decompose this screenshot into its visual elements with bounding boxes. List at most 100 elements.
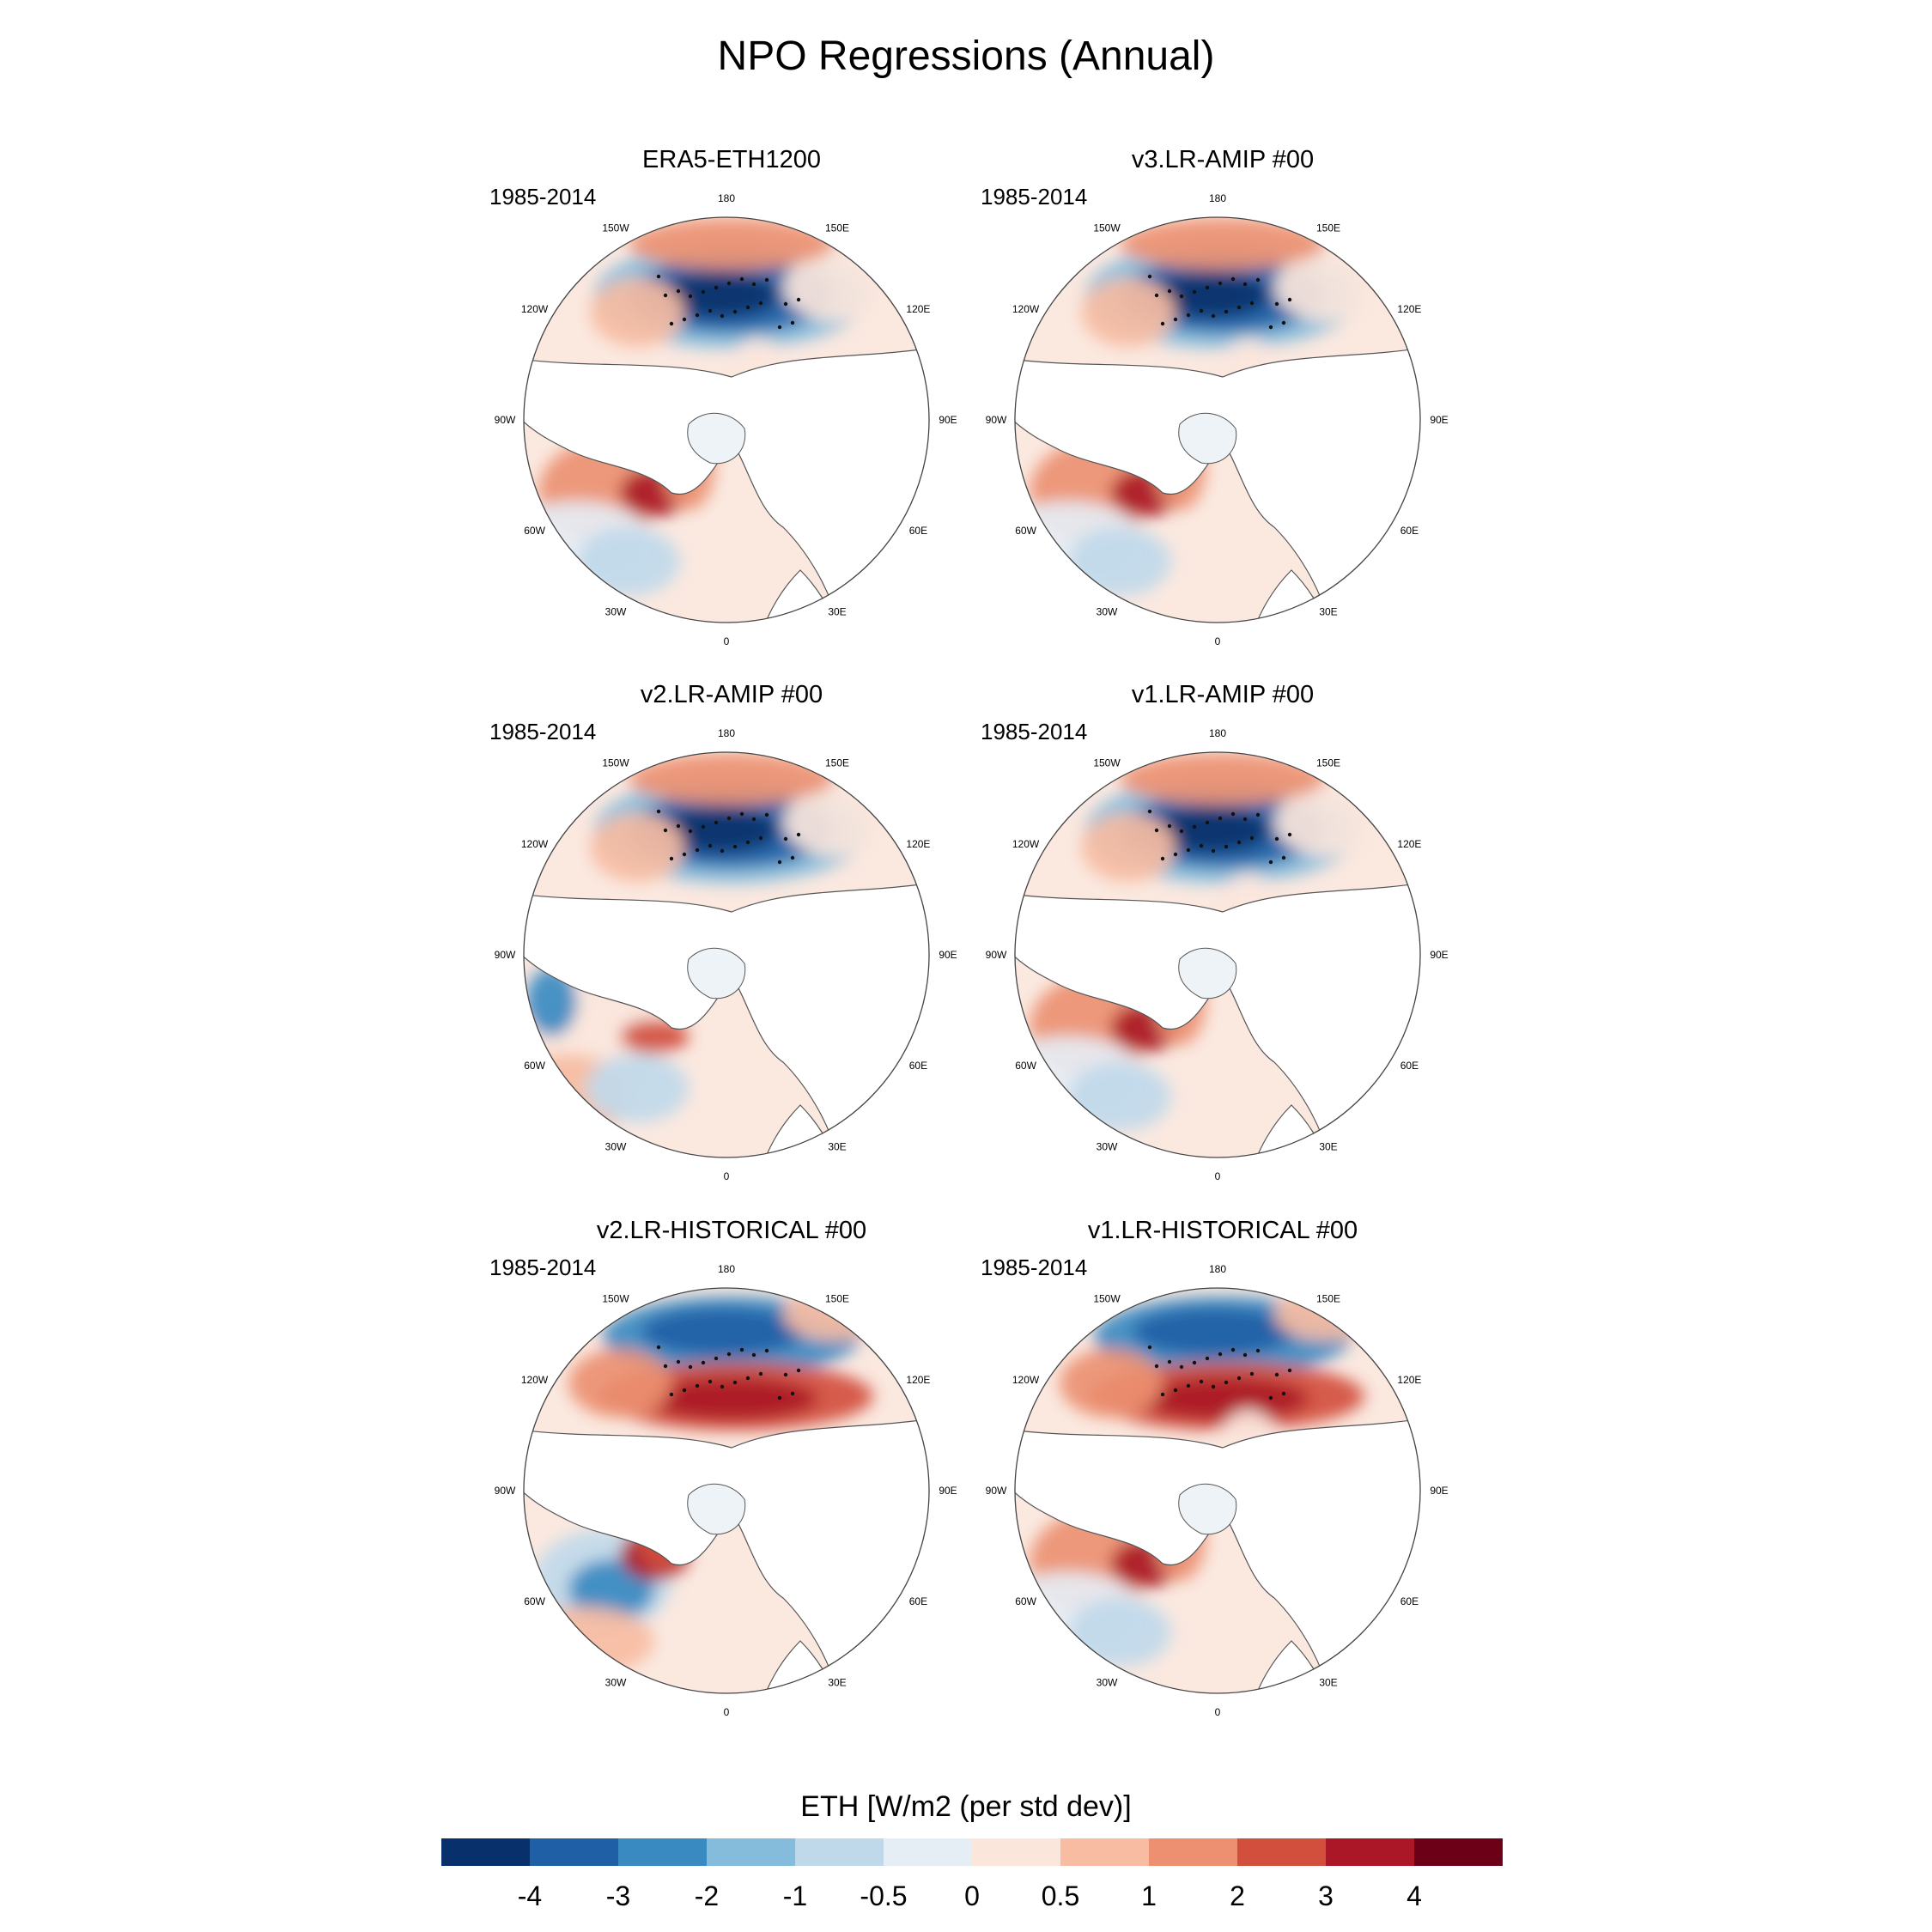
significance-dot xyxy=(777,1395,782,1400)
longitude-label: 120E xyxy=(906,838,930,850)
longitude-label: 150E xyxy=(825,222,849,234)
map-boundary xyxy=(1014,1287,1421,1694)
anomaly-field xyxy=(1081,278,1176,347)
significance-dot xyxy=(1160,1392,1165,1397)
longitude-label: 120W xyxy=(1012,303,1040,315)
significance-dot xyxy=(701,289,706,295)
significance-dot xyxy=(1154,828,1159,833)
significance-dot xyxy=(1236,1376,1242,1381)
arctic-ocean xyxy=(687,1483,746,1535)
longitude-label: 60W xyxy=(1015,525,1036,537)
panel-v3-lr-amip: v3.LR-AMIP #00 1985-2014 180 150E 120E 90E 6… xyxy=(965,146,1480,647)
longitude-label: 0 xyxy=(724,1706,730,1718)
significance-dot xyxy=(1281,855,1286,860)
colorbar-tick-label: -1 xyxy=(783,1880,807,1911)
significance-dot xyxy=(732,309,738,314)
anomaly-field xyxy=(646,1377,817,1420)
significance-dot xyxy=(1199,843,1204,848)
significance-dot xyxy=(1287,1368,1292,1373)
significance-dot xyxy=(745,1376,750,1381)
anomaly-field xyxy=(1068,1062,1171,1131)
anomaly-field xyxy=(629,218,835,270)
anomaly-field xyxy=(590,278,684,347)
panel-title: v3.LR-AMIP #00 xyxy=(1131,146,1315,173)
longitude-label: 30E xyxy=(1319,1676,1337,1688)
longitude-label: 120W xyxy=(1012,1374,1040,1386)
colorbar-swatch xyxy=(1237,1838,1326,1866)
significance-dot xyxy=(1281,320,1286,325)
significance-dot xyxy=(1218,816,1223,821)
significance-dot xyxy=(714,285,719,290)
significance-dot xyxy=(1167,823,1172,829)
colorbar-swatch xyxy=(1326,1838,1414,1866)
significance-dot xyxy=(669,321,674,326)
longitude-label: 60W xyxy=(524,1595,545,1607)
significance-dot xyxy=(1224,844,1229,849)
significance-dot xyxy=(1268,1395,1273,1400)
longitude-label: 30W xyxy=(1097,1140,1118,1152)
polar-map: 180 150E 120E 90E 60E 30E 0 30W 60W 90W 120W 150W xyxy=(986,1263,1449,1718)
significance-dot xyxy=(739,811,744,817)
significance-dot xyxy=(1179,294,1184,299)
longitude-label: 60E xyxy=(909,525,927,537)
significance-dot xyxy=(1224,309,1229,314)
significance-dot xyxy=(758,1371,763,1376)
panel-title: v2.LR-AMIP #00 xyxy=(640,681,823,708)
significance-dot xyxy=(790,320,795,325)
significance-dot xyxy=(1186,1383,1191,1388)
longitude-label: 30E xyxy=(828,1140,846,1152)
significance-dot xyxy=(663,293,668,298)
colorbar-swatch xyxy=(707,1838,795,1866)
panel-v2-lr-historical: v2.LR-HISTORICAL #00 1985-2014 180 150E 12… xyxy=(474,1217,989,1718)
anomaly-field xyxy=(783,252,886,321)
longitude-label: 90E xyxy=(1430,414,1448,426)
longitude-label: 120W xyxy=(521,303,549,315)
longitude-label: 150W xyxy=(1093,757,1121,769)
longitude-label: 150W xyxy=(1093,1293,1121,1305)
significance-dot xyxy=(1287,832,1292,837)
anomaly-field xyxy=(641,1308,805,1356)
colorbar-tick-label: 3 xyxy=(1318,1880,1334,1911)
significance-dot xyxy=(732,1380,738,1385)
significance-dot xyxy=(1274,301,1279,307)
anomaly-field xyxy=(586,1054,689,1122)
significance-dot xyxy=(1249,1371,1255,1376)
longitude-label: 30E xyxy=(828,605,846,617)
longitude-label: 90W xyxy=(495,1485,516,1497)
longitude-label: 150E xyxy=(1316,222,1340,234)
panel-title: v2.LR-HISTORICAL #00 xyxy=(596,1217,867,1244)
map-boundary xyxy=(1014,751,1421,1158)
colorbar: -4 -3 -2 -1 -0.5 0 0.5 1 2 3 4 xyxy=(441,1838,1503,1911)
longitude-label: 180 xyxy=(1209,1263,1226,1275)
panel-period: 1985-2014 xyxy=(981,184,1088,210)
significance-dot xyxy=(783,301,788,307)
colorbar-swatch xyxy=(972,1838,1060,1866)
longitude-label: 90E xyxy=(1430,949,1448,961)
anomaly-field xyxy=(1120,218,1326,270)
longitude-label: 30E xyxy=(1319,1140,1337,1152)
significance-dot xyxy=(751,817,756,822)
colorbar-tick-label: 1 xyxy=(1141,1880,1157,1911)
anomaly-field xyxy=(1081,813,1176,882)
longitude-label: 90E xyxy=(939,1485,957,1497)
colorbar-swatch xyxy=(884,1838,972,1866)
longitude-label: 180 xyxy=(1209,192,1226,204)
colorbar-swatch xyxy=(795,1838,884,1866)
panel-period: 1985-2014 xyxy=(981,719,1088,744)
significance-dot xyxy=(796,832,801,837)
longitude-label: 180 xyxy=(718,1263,735,1275)
longitude-label: 150W xyxy=(1093,222,1121,234)
longitude-label: 180 xyxy=(1209,727,1226,739)
significance-dot xyxy=(1236,305,1242,310)
longitude-label: 30E xyxy=(828,1676,846,1688)
significance-dot xyxy=(1205,285,1210,290)
significance-dot xyxy=(676,823,681,829)
significance-dot xyxy=(663,1364,668,1369)
significance-dot xyxy=(751,282,756,287)
longitude-label: 120E xyxy=(906,303,930,315)
significance-dot xyxy=(695,313,700,318)
significance-dot xyxy=(1218,281,1223,286)
polar-map: 180 150E 120E 90E 60E 30E 0 30W 60W 90W 120W 150W xyxy=(495,1263,957,1718)
significance-dot xyxy=(1167,1359,1172,1364)
significance-dot xyxy=(726,816,732,821)
